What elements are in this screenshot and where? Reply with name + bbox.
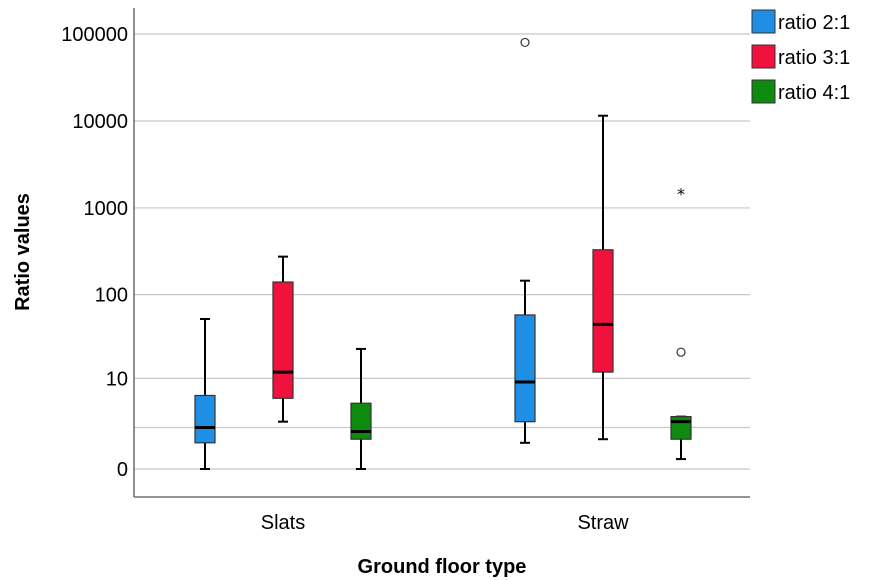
- outlier-point: [676, 347, 686, 357]
- box: [514, 314, 536, 423]
- legend-item: ratio 3:1: [751, 44, 850, 69]
- box: [670, 416, 692, 440]
- legend-item: ratio 2:1: [751, 9, 850, 34]
- box-plot: [514, 37, 536, 444]
- legend-swatch: [751, 9, 776, 34]
- y-tick-labels: 0 10 100 1000 10000 100000: [61, 24, 128, 481]
- box-plot: [194, 317, 216, 470]
- box: [272, 281, 294, 399]
- legend-label: ratio 3:1: [778, 47, 850, 69]
- y-tick-label: 10: [106, 368, 128, 390]
- y-axis-title: Ratio values: [12, 193, 34, 311]
- legend-item: ratio 4:1: [751, 79, 850, 104]
- x-category-label: Slats: [261, 512, 305, 534]
- x-category-label: Straw: [577, 512, 629, 534]
- y-tick-label: 0: [117, 459, 128, 481]
- box-plot: *: [670, 185, 692, 461]
- legend-label: ratio 2:1: [778, 12, 850, 34]
- y-tick-label: 10000: [72, 111, 128, 133]
- grid-lines: [134, 33, 750, 470]
- legend: ratio 2:1 ratio 3:1 ratio 4:1: [751, 9, 850, 104]
- legend-label: ratio 4:1: [778, 82, 850, 104]
- y-tick-label: 100000: [61, 24, 128, 46]
- box-plot: [592, 114, 614, 441]
- outlier-point: [520, 37, 530, 48]
- x-category-labels: Slats Straw: [261, 512, 629, 534]
- extreme-point: *: [677, 185, 685, 204]
- legend-swatch: [751, 79, 776, 104]
- box: [592, 249, 614, 373]
- y-tick-label: 1000: [84, 198, 129, 220]
- box-plot: [272, 255, 294, 423]
- legend-swatch: [751, 44, 776, 69]
- box-plots: *: [194, 37, 692, 470]
- box-plot: [350, 347, 372, 470]
- y-tick-label: 100: [95, 285, 128, 307]
- axes: [133, 8, 750, 498]
- x-axis-title: Ground floor type: [358, 556, 527, 578]
- box: [350, 402, 372, 440]
- box: [194, 394, 216, 444]
